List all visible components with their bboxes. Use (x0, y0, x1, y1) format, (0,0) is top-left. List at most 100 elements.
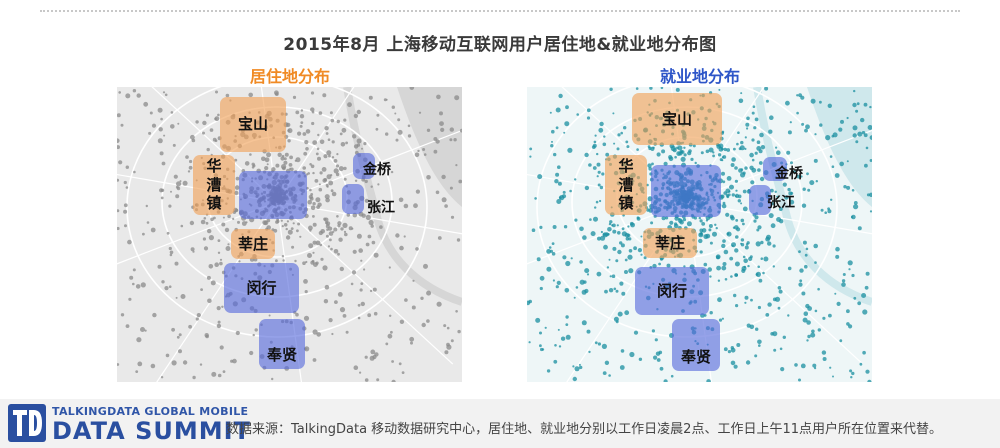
density-dot (759, 132, 764, 138)
density-dot (734, 248, 739, 253)
density-dot (846, 160, 849, 163)
region-jinqiao-label-residence: 金桥 (363, 162, 391, 178)
density-dot (830, 198, 833, 201)
density-dot (677, 145, 683, 151)
density-dot (599, 185, 604, 190)
region-huacaozhen-residence: 华 漕 镇 (193, 155, 235, 215)
density-dot (302, 132, 307, 136)
density-dot (440, 127, 445, 132)
density-dot (589, 218, 592, 221)
density-dot (331, 191, 337, 197)
density-dot (222, 216, 225, 219)
density-dot (729, 184, 734, 190)
density-dot (692, 144, 696, 148)
density-dot (769, 115, 774, 120)
residence-map: 宝山 华 漕 镇 金桥 张江 莘庄 闵行 奉贤 (117, 87, 462, 382)
density-dot (244, 161, 250, 166)
density-dot (863, 102, 868, 107)
density-dot (539, 225, 543, 229)
density-dot (574, 366, 580, 372)
density-dot (721, 203, 727, 209)
density-dot (337, 252, 340, 256)
density-dot (701, 228, 707, 233)
density-dot (450, 215, 455, 219)
density-dot (336, 153, 339, 156)
density-dot (778, 207, 783, 211)
density-dot (170, 124, 175, 129)
density-dot (814, 367, 817, 370)
density-dot (449, 186, 453, 190)
density-dot (120, 123, 124, 127)
density-dot (129, 275, 134, 280)
density-dot (624, 270, 628, 274)
density-dot (744, 295, 749, 300)
density-dot (216, 306, 221, 311)
density-dot (372, 287, 377, 292)
density-dot (423, 153, 427, 156)
density-dot (746, 127, 749, 130)
density-dot (611, 274, 616, 278)
density-dot (435, 190, 440, 195)
density-dot (210, 217, 214, 222)
density-dot (668, 155, 673, 160)
density-dot (343, 166, 347, 171)
density-dot (180, 294, 186, 299)
footer-bar (0, 399, 1000, 448)
density-dot (453, 138, 457, 142)
density-dot (157, 107, 163, 113)
density-dot (756, 146, 762, 151)
density-dot (594, 206, 597, 209)
density-dot (292, 222, 295, 225)
density-dot (744, 147, 747, 150)
density-dot (694, 161, 697, 165)
density-dot (726, 231, 732, 237)
density-dot (626, 145, 630, 149)
density-dot (149, 111, 153, 115)
density-dot (735, 304, 739, 308)
density-dot (723, 191, 727, 195)
density-dot (740, 168, 744, 171)
density-dot (807, 334, 811, 339)
region-huacaozhen-work: 华 漕 镇 (605, 155, 647, 215)
density-dot (721, 265, 727, 271)
density-dot (403, 203, 409, 209)
density-dot (322, 265, 328, 271)
density-dot (803, 311, 809, 316)
density-dot (339, 266, 344, 272)
density-dot (732, 226, 736, 229)
density-dot (802, 240, 807, 245)
density-dot (628, 249, 633, 253)
density-dot (787, 187, 791, 192)
region-xinzhuang-work: 莘庄 (643, 228, 697, 258)
density-dot (575, 286, 579, 289)
density-dot (822, 316, 826, 320)
density-dot (722, 180, 726, 184)
density-dot (600, 230, 603, 234)
radial-road (276, 87, 355, 203)
density-dot (285, 235, 291, 240)
density-dot (624, 258, 628, 262)
density-dot (745, 243, 749, 246)
density-dot (774, 296, 781, 302)
density-dot (627, 225, 630, 228)
density-dot (367, 234, 372, 239)
density-dot (456, 238, 461, 242)
density-dot (436, 94, 441, 100)
density-dot (117, 138, 120, 143)
density-dot (347, 102, 352, 108)
density-dot (862, 309, 868, 315)
density-dot (714, 223, 717, 226)
region-zhangjiang-block-work (749, 185, 771, 215)
density-dot (848, 324, 853, 329)
density-dot (562, 255, 567, 260)
density-dot (832, 375, 834, 378)
density-dot (457, 329, 461, 334)
density-dot (846, 309, 850, 314)
density-dot (375, 127, 379, 131)
density-dot (683, 146, 686, 149)
density-dot (395, 138, 399, 142)
density-dot (176, 335, 180, 339)
density-dot (751, 138, 755, 142)
density-dot (249, 350, 254, 356)
density-dot (621, 291, 626, 296)
